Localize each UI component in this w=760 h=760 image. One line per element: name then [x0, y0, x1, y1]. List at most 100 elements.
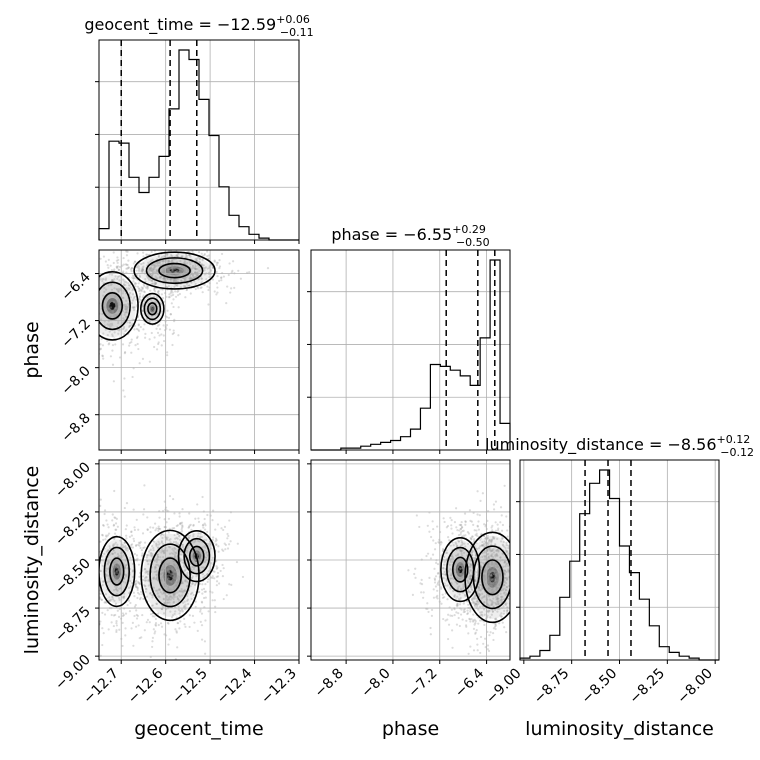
scatter-point	[192, 535, 195, 538]
scatter-point	[497, 601, 500, 605]
scatter-point	[456, 544, 459, 548]
scatter-point	[503, 591, 506, 594]
scatter-point	[91, 550, 93, 552]
scatter-point	[483, 545, 486, 548]
scatter-point	[99, 318, 103, 321]
scatter-point	[462, 610, 465, 614]
scatter-point	[170, 266, 174, 269]
scatter-point	[166, 574, 169, 577]
scatter-point	[469, 578, 472, 581]
scatter-point	[174, 577, 177, 581]
scatter-point	[80, 294, 82, 296]
scatter-point	[474, 554, 477, 557]
scatter-point	[441, 567, 445, 570]
scatter-point	[418, 525, 421, 529]
scatter-point	[472, 523, 475, 526]
scatter-point	[487, 595, 490, 598]
scatter-point	[492, 605, 495, 608]
scatter-point	[144, 332, 147, 335]
scatter-point	[501, 543, 504, 546]
scatter-point	[132, 277, 135, 280]
scatter-point	[180, 553, 183, 556]
scatter-point	[165, 273, 168, 276]
scatter-point	[503, 609, 506, 612]
scatter-point	[137, 264, 140, 267]
scatter-point	[469, 544, 472, 547]
scatter-point	[144, 336, 147, 339]
scatter-point	[103, 286, 106, 289]
scatter-point	[486, 577, 489, 580]
scatter-point	[184, 276, 187, 279]
scatter-point	[153, 266, 156, 269]
scatter-point	[100, 337, 103, 341]
scatter-point	[476, 598, 479, 601]
scatter-point	[490, 613, 493, 616]
scatter-point	[148, 269, 151, 272]
scatter-point	[124, 263, 127, 266]
scatter-point	[497, 579, 500, 582]
scatter-point	[132, 276, 135, 280]
scatter-point	[494, 554, 497, 557]
scatter-point	[124, 307, 127, 310]
scatter-point	[176, 597, 180, 600]
scatter-point	[194, 287, 197, 291]
x-tick-label: −8.50	[579, 666, 621, 708]
scatter-point	[117, 578, 121, 582]
scatter-point	[118, 288, 121, 291]
scatter-point	[190, 591, 194, 594]
scatter-point	[65, 304, 67, 306]
scatter-point	[173, 581, 177, 584]
scatter-point	[462, 563, 466, 567]
scatter-point	[131, 287, 135, 290]
scatter-point	[212, 509, 215, 512]
scatter-point	[200, 624, 204, 627]
scatter-point	[177, 253, 180, 256]
scatter-point	[217, 550, 220, 553]
scatter-point	[118, 607, 121, 611]
scatter-point	[449, 560, 452, 563]
scatter-point	[127, 284, 131, 287]
scatter-point	[154, 262, 157, 265]
scatter-point	[129, 556, 132, 560]
scatter-point	[497, 597, 500, 600]
scatter-point	[192, 276, 195, 280]
scatter-point	[458, 624, 461, 628]
scatter-point	[516, 563, 518, 565]
scatter-point	[186, 585, 189, 588]
scatter-point	[131, 575, 134, 578]
scatter-point	[116, 553, 120, 556]
scatter-point	[162, 277, 165, 280]
scatter-point	[514, 551, 516, 553]
scatter-point	[198, 540, 201, 543]
scatter-point	[151, 552, 154, 556]
scatter-point	[202, 523, 205, 526]
scatter-point	[499, 506, 503, 509]
scatter-point	[161, 549, 165, 553]
density-level	[169, 268, 180, 273]
scatter-point	[140, 590, 143, 593]
scatter-point	[128, 324, 131, 327]
density-level	[114, 567, 119, 576]
scatter-point	[150, 306, 153, 310]
scatter-point	[458, 593, 461, 596]
scatter-point	[470, 520, 473, 523]
scatter-point	[162, 260, 165, 263]
scatter-point	[115, 619, 118, 623]
scatter-point	[483, 554, 486, 558]
scatter-point	[221, 563, 224, 567]
scatter-point	[139, 325, 142, 329]
scatter-point	[151, 645, 154, 649]
scatter-point	[193, 266, 196, 270]
scatter-point	[95, 296, 97, 298]
scatter-point	[174, 610, 177, 613]
scatter-point	[171, 259, 174, 262]
scatter-point	[124, 573, 127, 576]
scatter-point	[124, 283, 127, 287]
scatter-point	[174, 592, 177, 595]
scatter-point	[84, 263, 86, 265]
scatter-point	[457, 597, 460, 600]
scatter-point	[491, 586, 494, 589]
scatter-point	[168, 277, 172, 281]
scatter-point	[206, 285, 209, 288]
scatter-point	[163, 565, 166, 568]
